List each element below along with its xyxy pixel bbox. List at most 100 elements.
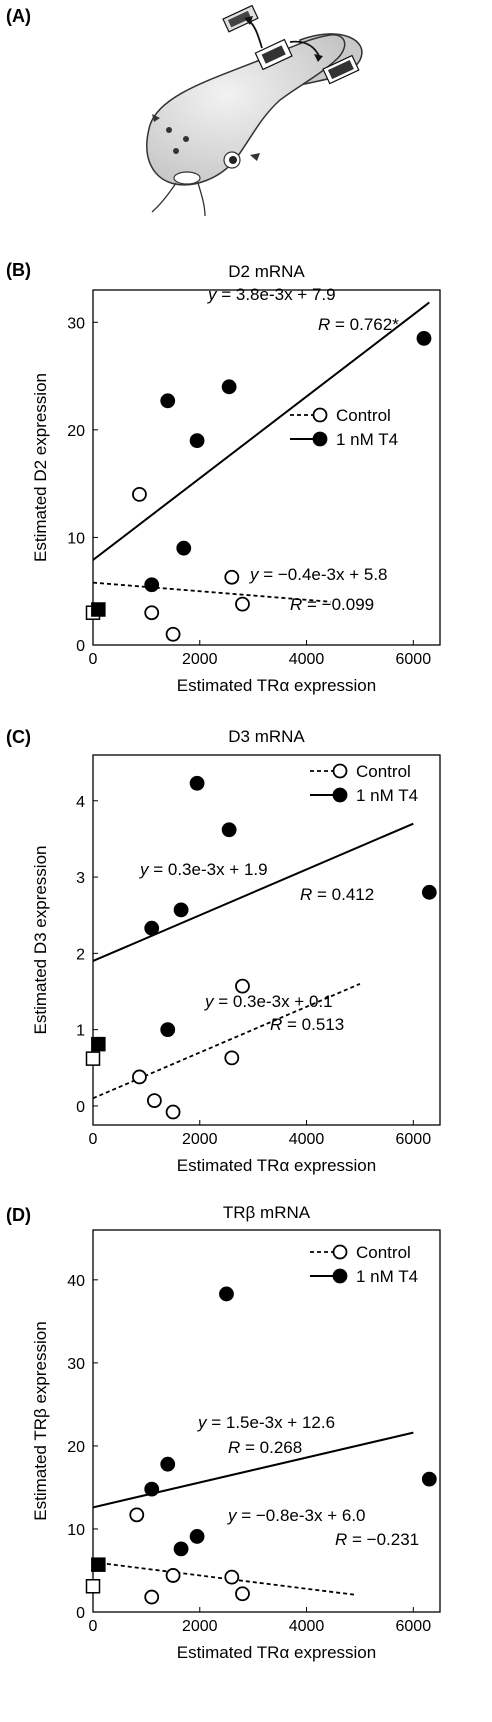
x-tick-label: 6000 <box>396 651 432 668</box>
t4-r-value: R = 0.762* <box>318 315 399 334</box>
x-tick-label: 6000 <box>396 1131 432 1148</box>
t4-equation: y = 3.8e-3x + 7.9 <box>207 285 336 304</box>
x-axis-label: Estimated TRα expression <box>177 676 376 695</box>
legend-marker <box>332 1244 348 1260</box>
control-point <box>235 596 250 612</box>
t4-point <box>160 393 176 409</box>
panel-label-b: (B) <box>6 260 31 280</box>
t4-equation: y = 1.5e-3x + 12.6 <box>197 1413 335 1432</box>
x-tick-label: 4000 <box>289 1618 325 1635</box>
y-tick-label: 4 <box>76 794 85 811</box>
t4-point <box>189 1529 205 1544</box>
t4-baseline-square <box>91 1557 106 1572</box>
t4-point <box>221 379 237 395</box>
t4-point <box>144 1481 160 1497</box>
t4-r-value: R = 0.412 <box>300 885 374 904</box>
control-point <box>235 978 250 994</box>
control-point <box>144 1589 160 1605</box>
y-tick-label: 30 <box>67 1356 85 1373</box>
chart-1: D3 mRNA 0 2000 4000 6000 0 1 2 3 4 Estimated TRα e… <box>31 727 441 1175</box>
y-axis-label: Estimated D3 expression <box>31 846 50 1035</box>
t4-point <box>189 433 205 449</box>
legend-label: 1 nM T4 <box>356 786 418 805</box>
t4-fit-line <box>93 822 414 962</box>
y-tick-label: 0 <box>76 1099 85 1116</box>
control-equation: y = 0.3e-3x + 0.1 <box>204 992 333 1011</box>
control-point <box>224 569 240 585</box>
control-point <box>224 1569 240 1585</box>
control-point <box>146 1093 162 1108</box>
legend-label: 1 nM T4 <box>356 1267 418 1286</box>
control-equation: y = −0.8e-3x + 6.0 <box>227 1506 366 1525</box>
t4-point <box>144 920 160 936</box>
control-point <box>235 1586 250 1602</box>
y-tick-label: 10 <box>67 1522 85 1539</box>
x-tick-label: 0 <box>89 1131 98 1148</box>
legend-label: Control <box>356 762 411 781</box>
legend-label: Control <box>356 1243 411 1262</box>
y-tick-label: 0 <box>76 638 85 655</box>
t4-point <box>160 1456 176 1472</box>
y-tick-label: 2 <box>76 946 85 963</box>
x-tick-label: 2000 <box>182 1618 218 1635</box>
x-tick-label: 4000 <box>289 651 325 668</box>
x-tick-label: 4000 <box>289 1131 325 1148</box>
panel-label-c: (C) <box>6 727 31 747</box>
control-r-value: R = −0.099 <box>290 595 374 614</box>
legend-label: Control <box>336 406 391 425</box>
control-baseline-square <box>85 1051 101 1066</box>
chart-title: D3 mRNA <box>228 727 305 746</box>
control-point <box>132 1069 147 1085</box>
y-tick-label: 20 <box>67 1439 85 1456</box>
control-point <box>224 1050 240 1066</box>
control-fit-line <box>93 581 331 603</box>
legend-marker <box>332 787 348 803</box>
y-tick-label: 1 <box>76 1023 85 1040</box>
chart-0: D2 mRNA 0 2000 4000 6000 0 10 20 30 Estimated TRα… <box>31 262 441 695</box>
t4-point <box>160 1022 176 1038</box>
legend-label: 1 nM T4 <box>336 430 398 449</box>
y-tick-label: 3 <box>76 870 85 887</box>
legend-marker <box>312 407 328 423</box>
control-point <box>165 1104 181 1120</box>
t4-r-value: R = 0.268 <box>228 1438 302 1457</box>
legend-marker <box>332 763 348 779</box>
t4-point <box>173 902 189 918</box>
t4-point <box>173 1541 189 1557</box>
t4-point <box>421 1471 437 1487</box>
control-equation: y = −0.4e-3x + 5.8 <box>249 565 388 584</box>
x-tick-label: 6000 <box>396 1618 432 1635</box>
t4-point <box>189 775 205 791</box>
y-tick-label: 20 <box>67 423 85 440</box>
panel-label-a: (A) <box>6 6 31 26</box>
x-tick-label: 2000 <box>182 651 218 668</box>
t4-fit-line <box>93 1431 414 1509</box>
control-r-value: R = −0.231 <box>335 1530 419 1549</box>
x-tick-label: 0 <box>89 1618 98 1635</box>
t4-point <box>144 577 160 593</box>
t4-point <box>176 540 192 556</box>
t4-point <box>221 822 237 838</box>
chart-title: TRβ mRNA <box>223 1203 311 1222</box>
t4-fit-line <box>93 301 430 561</box>
y-tick-label: 30 <box>67 315 85 332</box>
y-axis-label: Estimated TRβ expression <box>31 1321 50 1520</box>
x-tick-label: 0 <box>89 651 98 668</box>
y-axis-label: Estimated D2 expression <box>31 373 50 562</box>
control-fit-line <box>93 1561 355 1596</box>
t4-point <box>421 884 437 900</box>
x-axis-label: Estimated TRα expression <box>177 1156 376 1175</box>
x-axis-label: Estimated TRα expression <box>177 1643 376 1662</box>
fish-illustration <box>146 4 363 217</box>
control-point <box>165 626 181 642</box>
plot-frame <box>92 289 441 646</box>
chart-2: TRβ mRNA 0 2000 4000 6000 0 10 20 30 40 Estimated … <box>31 1203 441 1662</box>
plot-frame <box>92 754 441 1126</box>
t4-point <box>219 1286 234 1302</box>
y-tick-label: 40 <box>67 1273 85 1290</box>
y-tick-label: 10 <box>67 530 85 547</box>
control-baseline-square <box>85 1579 101 1594</box>
legend-marker <box>312 431 328 447</box>
control-point <box>129 1507 145 1523</box>
legend-marker <box>332 1268 348 1284</box>
